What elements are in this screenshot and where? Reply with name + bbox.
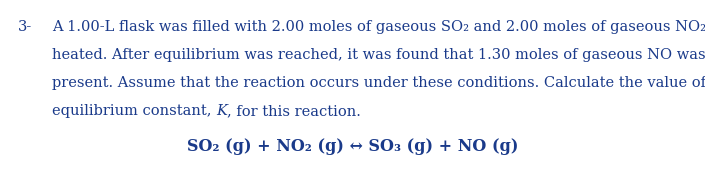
Text: A 1.00-L flask was filled with 2.00 moles of gaseous SO₂ and 2.00 moles of gaseo: A 1.00-L flask was filled with 2.00 mole… bbox=[52, 20, 705, 34]
Text: equilibrium constant,: equilibrium constant, bbox=[52, 104, 216, 118]
Text: heated. After equilibrium was reached, it was found that 1.30 moles of gaseous N: heated. After equilibrium was reached, i… bbox=[52, 48, 705, 62]
Text: present. Assume that the reaction occurs under these conditions. Calculate the v: present. Assume that the reaction occurs… bbox=[52, 76, 705, 90]
Text: , for this reaction.: , for this reaction. bbox=[227, 104, 361, 118]
Text: SO₂ (g) + NO₂ (g) ↔ SO₃ (g) + NO (g): SO₂ (g) + NO₂ (g) ↔ SO₃ (g) + NO (g) bbox=[187, 138, 518, 155]
Text: K: K bbox=[216, 104, 227, 118]
Text: 3-: 3- bbox=[18, 20, 32, 34]
